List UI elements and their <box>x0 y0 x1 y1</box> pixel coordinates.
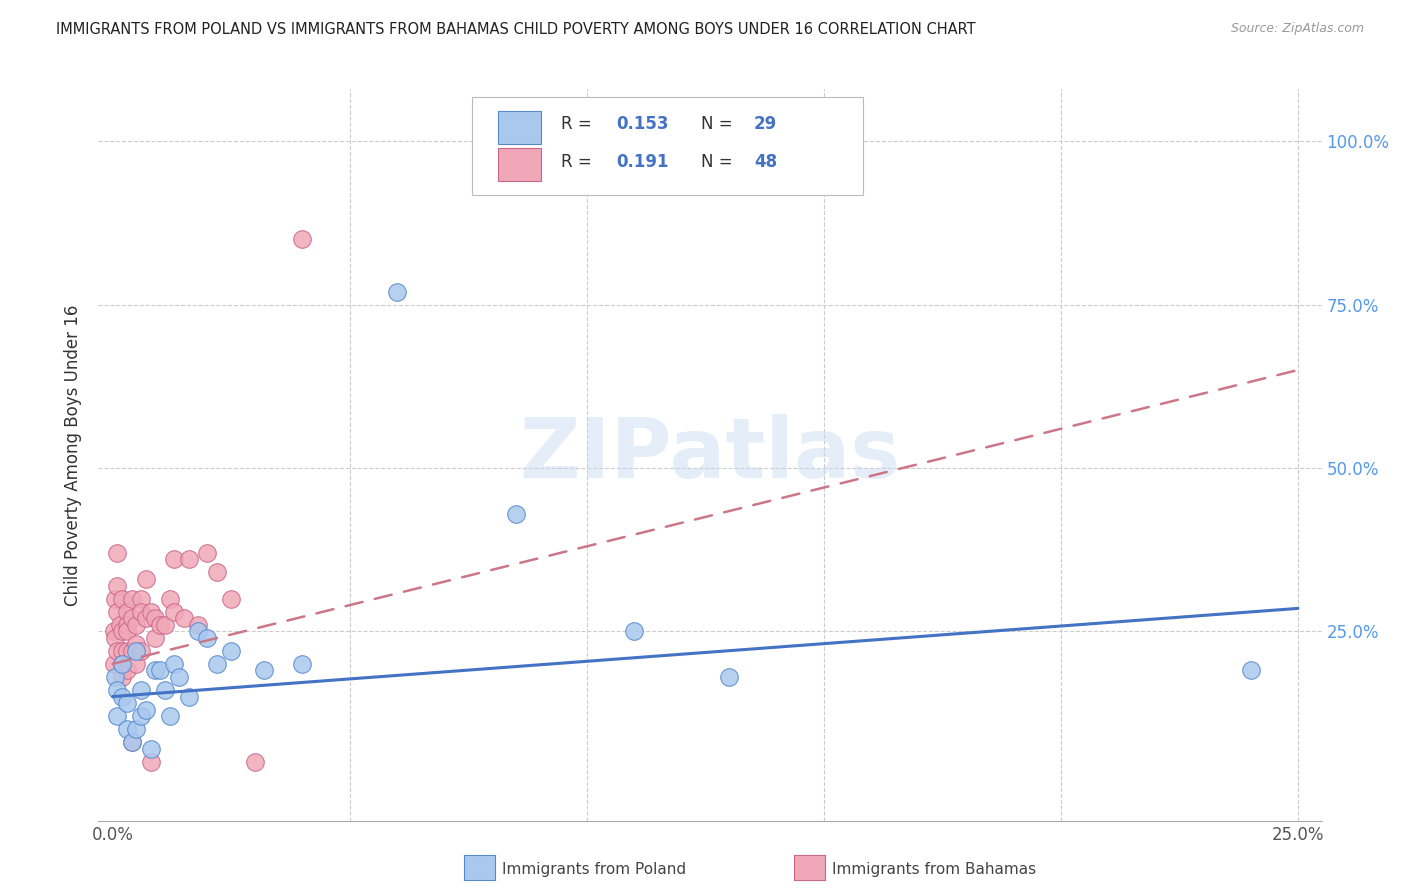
Point <box>111 591 134 606</box>
Point <box>623 624 645 639</box>
Point <box>115 644 138 658</box>
Text: N =: N = <box>702 153 738 171</box>
Point <box>135 703 157 717</box>
Point <box>125 657 148 671</box>
Point <box>111 657 134 671</box>
Point <box>253 664 276 678</box>
Point <box>105 644 128 658</box>
Text: IMMIGRANTS FROM POLAND VS IMMIGRANTS FROM BAHAMAS CHILD POVERTY AMONG BOYS UNDER: IMMIGRANTS FROM POLAND VS IMMIGRANTS FRO… <box>56 22 976 37</box>
Point <box>121 644 143 658</box>
Point <box>143 664 166 678</box>
Point <box>129 683 152 698</box>
Point <box>115 664 138 678</box>
Point <box>163 552 186 566</box>
Point <box>129 605 152 619</box>
Point <box>104 670 127 684</box>
Point <box>1239 664 1261 678</box>
Text: R =: R = <box>561 153 596 171</box>
FancyBboxPatch shape <box>471 96 863 195</box>
Point <box>103 657 125 671</box>
Point <box>105 578 128 592</box>
Point <box>159 709 181 723</box>
Point <box>105 546 128 560</box>
Point <box>105 605 128 619</box>
FancyBboxPatch shape <box>498 148 541 180</box>
Point <box>125 637 148 651</box>
Point <box>129 591 152 606</box>
Point <box>125 617 148 632</box>
Point <box>111 657 134 671</box>
Point <box>167 670 190 684</box>
Point <box>153 617 176 632</box>
Point <box>205 657 228 671</box>
Point <box>121 611 143 625</box>
Y-axis label: Child Poverty Among Boys Under 16: Child Poverty Among Boys Under 16 <box>65 304 83 606</box>
Point <box>111 690 134 704</box>
Point <box>139 605 162 619</box>
Point <box>149 617 172 632</box>
Point <box>125 723 148 737</box>
Point <box>121 735 143 749</box>
Point <box>177 690 200 704</box>
Point <box>129 709 152 723</box>
Point <box>219 591 242 606</box>
Point <box>115 723 138 737</box>
Point <box>115 624 138 639</box>
Point <box>111 670 134 684</box>
Text: Source: ZipAtlas.com: Source: ZipAtlas.com <box>1230 22 1364 36</box>
Point <box>505 507 527 521</box>
Point <box>177 552 200 566</box>
Point <box>105 683 128 698</box>
Point <box>197 631 219 645</box>
Text: ZIPatlas: ZIPatlas <box>520 415 900 495</box>
Point <box>173 611 195 625</box>
Point <box>143 611 166 625</box>
Point <box>143 631 166 645</box>
Point <box>115 605 138 619</box>
Text: 0.191: 0.191 <box>616 153 668 171</box>
Point <box>243 755 266 769</box>
Point <box>135 572 157 586</box>
Point <box>187 617 209 632</box>
Point <box>103 624 125 639</box>
FancyBboxPatch shape <box>498 112 541 145</box>
Point <box>111 624 134 639</box>
Point <box>105 709 128 723</box>
Point <box>219 644 242 658</box>
Point <box>385 285 408 299</box>
Point <box>104 631 127 645</box>
Text: 48: 48 <box>754 153 778 171</box>
Point <box>121 735 143 749</box>
Point <box>187 624 209 639</box>
Point <box>108 617 131 632</box>
Point <box>163 657 186 671</box>
Point <box>197 546 219 560</box>
Point <box>111 644 134 658</box>
Point <box>115 696 138 710</box>
Text: N =: N = <box>702 115 738 133</box>
Point <box>139 741 162 756</box>
Text: R =: R = <box>561 115 596 133</box>
Point <box>291 657 314 671</box>
Text: Immigrants from Poland: Immigrants from Poland <box>502 863 686 877</box>
Point <box>129 644 152 658</box>
Point <box>115 617 138 632</box>
Point <box>717 670 740 684</box>
Text: 0.153: 0.153 <box>616 115 668 133</box>
Point <box>153 683 176 698</box>
Point <box>104 591 127 606</box>
Text: 29: 29 <box>754 115 778 133</box>
Point <box>163 605 186 619</box>
Point <box>205 566 228 580</box>
Point <box>139 755 162 769</box>
Point <box>121 591 143 606</box>
Point <box>159 591 181 606</box>
Point <box>125 644 148 658</box>
Text: Immigrants from Bahamas: Immigrants from Bahamas <box>832 863 1036 877</box>
Point <box>135 611 157 625</box>
Point <box>291 232 314 246</box>
Point <box>149 664 172 678</box>
